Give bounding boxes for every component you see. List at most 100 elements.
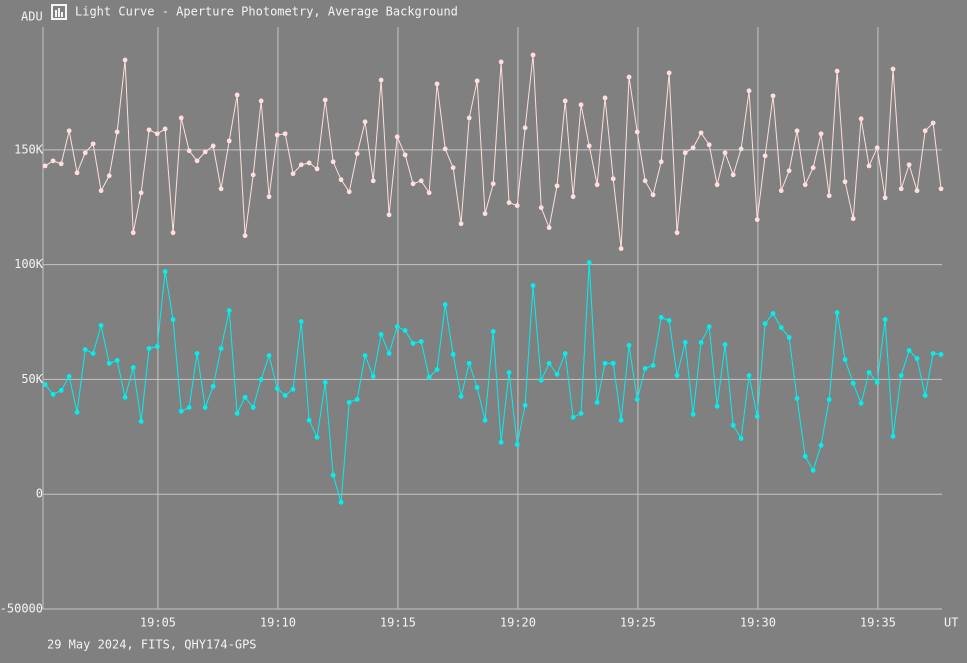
data-point: [514, 441, 520, 447]
data-point: [722, 150, 728, 156]
data-point: [730, 172, 736, 178]
data-point: [714, 403, 720, 409]
x-tick-label: 19:05: [140, 616, 176, 630]
data-point: [210, 143, 216, 149]
data-point: [586, 260, 592, 265]
data-point: [146, 346, 152, 351]
data-point: [42, 382, 48, 387]
data-point: [562, 351, 568, 356]
data-point: [282, 131, 288, 137]
data-point: [610, 176, 616, 182]
data-point: [162, 126, 168, 132]
data-point: [410, 181, 416, 187]
data-point: [490, 329, 496, 334]
data-point: [98, 188, 104, 194]
data-point: [466, 115, 472, 121]
data-point: [274, 132, 280, 138]
data-point: [330, 472, 336, 478]
data-point: [602, 95, 608, 101]
data-point: [922, 128, 928, 134]
data-point: [882, 195, 888, 201]
data-point: [498, 439, 504, 445]
data-point: [266, 353, 272, 358]
data-point: [858, 116, 864, 122]
data-point: [338, 499, 344, 505]
data-point: [58, 388, 64, 393]
data-point: [650, 192, 656, 198]
data-point: [570, 414, 576, 420]
data-point: [210, 383, 216, 389]
data-point: [738, 436, 744, 441]
data-point: [226, 308, 232, 313]
data-point: [818, 131, 824, 137]
data-point: [546, 225, 552, 231]
data-point: [298, 162, 304, 168]
data-point: [610, 360, 616, 366]
data-point: [394, 324, 400, 330]
data-point: [762, 321, 768, 327]
data-point: [418, 339, 424, 344]
data-point: [58, 161, 64, 167]
data-point: [498, 59, 504, 65]
data-point: [674, 373, 680, 378]
data-point: [930, 120, 936, 126]
data-point: [322, 97, 328, 103]
data-point: [434, 367, 440, 372]
data-point: [402, 328, 408, 333]
data-point: [482, 417, 488, 423]
data-point: [218, 346, 224, 351]
data-point: [338, 177, 344, 183]
y-tick-label: 50K: [21, 372, 43, 386]
data-point: [826, 193, 832, 199]
data-point: [386, 212, 392, 218]
data-point: [90, 141, 96, 147]
data-point: [114, 357, 120, 363]
data-point: [154, 344, 160, 349]
data-point: [850, 380, 856, 386]
data-point: [242, 394, 248, 400]
data-point: [146, 127, 152, 133]
data-point: [474, 385, 480, 390]
data-point: [322, 379, 328, 385]
data-point: [650, 363, 656, 368]
data-point: [898, 186, 904, 192]
data-point: [178, 115, 184, 121]
data-point: [794, 128, 800, 134]
data-point: [306, 160, 312, 166]
data-point: [282, 393, 288, 398]
data-point: [466, 360, 472, 366]
x-tick-label: 19:35: [860, 616, 896, 630]
data-point: [66, 374, 72, 379]
y-tick-label: -50000: [0, 602, 43, 616]
data-point: [218, 186, 224, 192]
data-point: [394, 134, 400, 140]
data-point: [138, 419, 144, 424]
data-point: [122, 57, 128, 63]
data-point: [826, 396, 832, 402]
data-point: [482, 211, 488, 217]
data-point: [618, 246, 624, 251]
data-point: [810, 165, 816, 171]
data-point: [426, 374, 432, 380]
data-point: [234, 92, 240, 98]
data-point: [434, 81, 440, 87]
data-point: [50, 391, 56, 397]
data-point: [386, 351, 392, 356]
data-point: [186, 148, 192, 154]
data-point: [658, 159, 664, 165]
data-point: [370, 374, 376, 379]
data-point: [66, 128, 72, 134]
data-point: [98, 323, 104, 328]
data-point: [90, 351, 96, 356]
data-point: [266, 194, 272, 200]
x-tick-label: 19:20: [500, 616, 536, 630]
data-point: [538, 205, 544, 211]
data-point: [554, 371, 560, 377]
data-point: [442, 302, 448, 307]
data-point: [794, 396, 800, 401]
data-point: [194, 158, 200, 164]
data-point: [530, 283, 536, 288]
data-point: [690, 411, 696, 417]
data-point: [874, 379, 880, 385]
